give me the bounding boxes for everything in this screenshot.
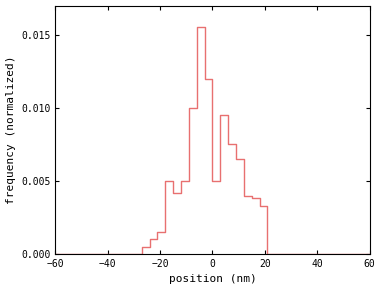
X-axis label: position (nm): position (nm) [168, 274, 256, 284]
Y-axis label: frequency (normalized): frequency (normalized) [6, 56, 16, 204]
